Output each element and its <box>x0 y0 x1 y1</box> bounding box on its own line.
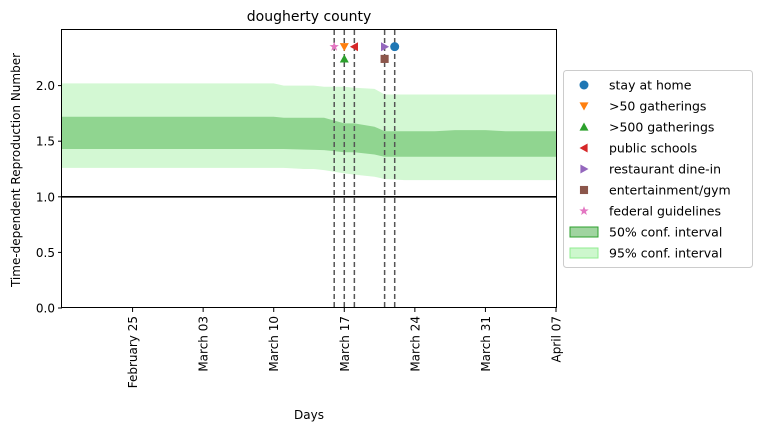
x-tick-label: March 17 <box>338 316 352 372</box>
y-axis-label: Time-dependent Reproduction Number <box>9 53 23 288</box>
chart-title: dougherty county <box>247 9 371 25</box>
legend-entry-label: 50% conf. interval <box>609 225 722 240</box>
legend-swatch-ci50 <box>569 226 599 238</box>
ci95-band <box>62 83 556 181</box>
ci95-layer <box>62 83 556 181</box>
intervention-marker <box>329 41 339 51</box>
intervention-markers-layer <box>329 41 400 63</box>
legend-entry-label: >50 gatherings <box>609 99 706 114</box>
intervention-marker <box>339 43 349 52</box>
y-tick-label: 0.5 <box>36 246 55 260</box>
legend-items: stay at home >50 gatherings >500 gathering… <box>569 78 731 261</box>
x-axis: February 25 March 03 March 10 March 17 March… <box>126 308 564 388</box>
intervention-marker <box>380 54 389 63</box>
y-tick-label: 2.0 <box>36 79 55 93</box>
x-tick-label: March 31 <box>479 316 493 372</box>
legend-marker <box>579 80 589 90</box>
legend-entry-label: >500 gatherings <box>609 120 714 135</box>
x-tick-label: February 25 <box>126 316 140 388</box>
legend-frame <box>563 70 753 268</box>
y-axis: 0.0 0.5 1.0 1.5 2.0 <box>36 79 62 316</box>
x-tick-label: March 03 <box>197 316 211 372</box>
intervention-marker <box>339 54 349 63</box>
x-tick-label: April 07 <box>550 316 564 363</box>
legend-entry-label: stay at home <box>609 78 692 93</box>
legend-entry-label: entertainment/gym <box>609 183 731 198</box>
legend-marker <box>579 185 589 195</box>
legend-entry-label: restaurant dine-in <box>609 162 721 177</box>
legend-marker <box>579 122 589 131</box>
legend-marker <box>579 206 589 215</box>
legend-marker <box>579 102 589 111</box>
legend-marker <box>580 164 589 174</box>
legend-entry-label: public schools <box>609 141 697 156</box>
legend-swatch-ci95 <box>569 247 599 259</box>
legend: stay at home >50 gatherings >500 gathering… <box>563 70 753 268</box>
ci50-layer <box>62 116 556 157</box>
legend-marker <box>579 143 588 153</box>
x-tick-label: March 24 <box>408 316 422 372</box>
plot-frame <box>61 29 557 308</box>
intervention-marker <box>390 42 400 52</box>
x-tick-label: March 10 <box>267 316 281 372</box>
ci50-band <box>62 116 556 157</box>
legend-entry-label: federal guidelines <box>609 204 721 219</box>
plot-area <box>62 30 556 308</box>
y-tick-label: 0.0 <box>36 302 55 316</box>
intervention-marker <box>381 42 390 52</box>
x-axis-label: Days <box>294 408 324 422</box>
y-tick-label: 1.5 <box>36 135 55 149</box>
y-tick-label: 1.0 <box>36 190 55 204</box>
intervention-marker <box>349 42 358 52</box>
legend-entry-label: 95% conf. interval <box>609 246 722 261</box>
intervention-lines-layer <box>333 30 396 308</box>
